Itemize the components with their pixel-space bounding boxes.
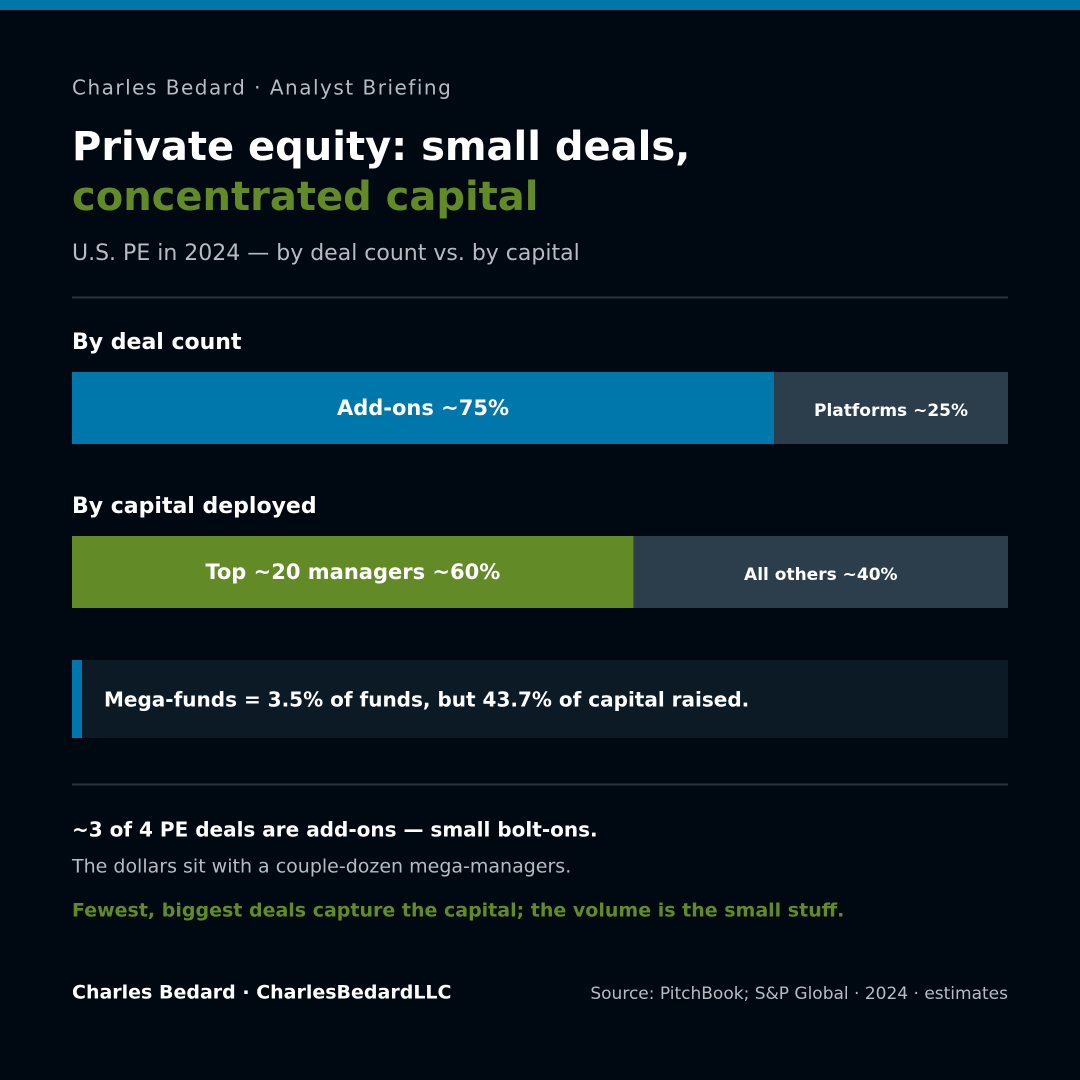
segment-label: Add-ons ~75% xyxy=(337,396,509,420)
title-accent: concentrated capital xyxy=(72,174,539,220)
bar-segment xyxy=(633,536,1008,608)
segment-label: Top ~20 managers ~60% xyxy=(205,560,500,584)
title: Private equity: small deals, xyxy=(72,124,690,170)
segment-label: Platforms ~25% xyxy=(814,401,968,421)
bar-segment xyxy=(72,372,774,444)
bar-title: By capital deployed xyxy=(72,494,317,519)
segment-label: All others ~40% xyxy=(744,565,898,585)
bar-segment xyxy=(72,536,634,608)
takeaway-headline: ~3 of 4 PE deals are add-ons — small bol… xyxy=(72,818,598,842)
bar-title: By deal count xyxy=(72,330,242,355)
subtitle: U.S. PE in 2024 — by deal count vs. by c… xyxy=(72,241,580,266)
callout-accent xyxy=(72,660,82,738)
bar-segment xyxy=(774,372,1008,444)
top-accent xyxy=(0,0,1080,10)
charts: By deal count Add-ons ~75% Platforms ~25% B… xyxy=(72,330,1008,608)
footer-source: Source: PitchBook; S&P Global · 2024 · e… xyxy=(590,984,1008,1004)
callout-text: Mega-funds = 3.5% of funds, but 43.7% of… xyxy=(104,688,749,712)
footer-author: Charles Bedard · CharlesBedardLLC xyxy=(72,982,451,1004)
takeaway-conclusion: Fewest, biggest deals capture the capita… xyxy=(72,900,844,922)
takeaway-detail: The dollars sit with a couple-dozen mega… xyxy=(71,856,571,878)
kicker: Charles Bedard · Analyst Briefing xyxy=(72,76,452,100)
callout-box xyxy=(72,660,1008,738)
